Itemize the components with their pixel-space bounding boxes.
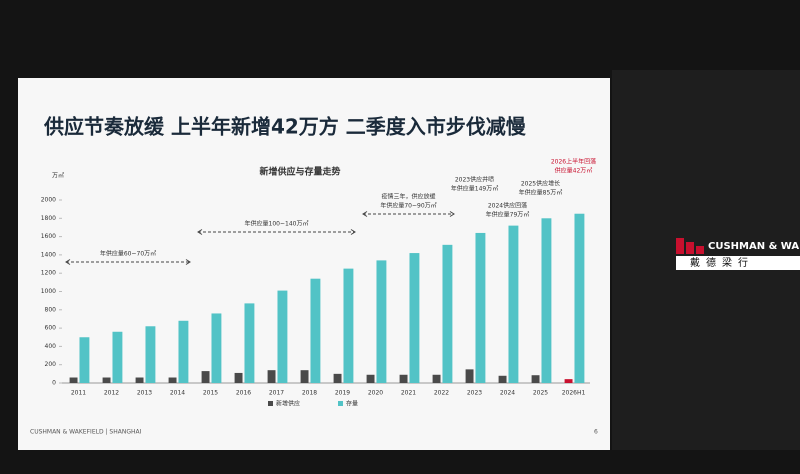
bar — [244, 303, 255, 383]
legend-label: 存量 — [346, 400, 358, 408]
bar — [69, 377, 78, 383]
y-tick-label: 1200 — [41, 270, 56, 277]
bar — [145, 326, 156, 383]
x-tick-label: 2018 — [302, 390, 317, 397]
bar — [409, 253, 420, 383]
logo-mark — [676, 238, 684, 254]
bar — [564, 379, 573, 383]
bar — [531, 375, 540, 383]
annotation-arrow — [449, 211, 455, 217]
annotation: 疫情三年，供应放缓 — [381, 193, 435, 201]
chart-title: 新增供应与存量走势 — [259, 166, 340, 178]
logo-mark — [696, 246, 704, 254]
bar — [267, 370, 276, 383]
x-tick-label: 2017 — [269, 390, 284, 397]
logo-name-cn: 戴德梁行 — [690, 256, 754, 269]
bar — [376, 260, 387, 383]
x-tick-label: 2016 — [236, 390, 251, 397]
annotation: 年供应量60~70万㎡ — [100, 250, 156, 258]
annotation: 供应量42万㎡ — [555, 167, 593, 175]
annotation-arrow — [197, 229, 203, 235]
logo-name: CUSHMAN & WAKEFIELD — [708, 241, 800, 252]
annotation-arrow — [350, 229, 356, 235]
y-tick-label: 600 — [45, 325, 57, 332]
annotation: 年供应量85万㎡ — [519, 189, 563, 197]
annotation: 2026上半年回落 — [551, 158, 596, 166]
bar — [508, 225, 519, 383]
legend-label: 新增供应 — [276, 400, 300, 408]
bar — [234, 372, 243, 383]
y-tick-label: 1000 — [41, 288, 56, 295]
x-tick-label: 2019 — [335, 390, 350, 397]
annotation: 年供应量100~140万㎡ — [245, 220, 309, 228]
bar — [475, 232, 486, 383]
y-tick-label: 200 — [45, 361, 57, 368]
page-number: 6 — [594, 429, 598, 436]
bar — [211, 313, 222, 383]
x-tick-label: 2015 — [203, 390, 218, 397]
x-tick-label: 2011 — [71, 390, 86, 397]
annotation-arrow — [65, 259, 71, 265]
y-tick-label: 0 — [52, 380, 56, 387]
bar — [310, 278, 321, 383]
y-tick-label: 1800 — [41, 215, 56, 222]
annotation: 2023供应井喷 — [455, 176, 494, 184]
bar — [366, 374, 375, 383]
x-tick-label: 2025 — [533, 390, 548, 397]
legend-swatch — [268, 401, 273, 406]
bar — [541, 218, 552, 383]
annotation: 2025供应增长 — [521, 180, 560, 188]
annotation-arrow — [362, 211, 368, 217]
bar — [79, 337, 90, 383]
y-tick-label: 1600 — [41, 233, 56, 240]
bar — [178, 320, 189, 383]
bar — [102, 377, 111, 383]
slide-footer: CUSHMAN & WAKEFIELD | SHANGHAI — [30, 429, 142, 436]
bar — [333, 373, 342, 383]
bar — [574, 213, 585, 383]
annotation-arrow — [185, 259, 191, 265]
bar — [399, 374, 408, 383]
logo: CUSHMAN & WAKEFIELD 戴德梁行 — [676, 238, 800, 270]
x-tick-label: 2021 — [401, 390, 416, 397]
bar — [465, 369, 474, 383]
annotation: 2024供应回落 — [488, 202, 527, 210]
logo-mark — [686, 242, 694, 254]
bar — [112, 331, 123, 383]
y-tick-label: 800 — [45, 306, 57, 313]
annotation: 年供应量149万㎡ — [451, 185, 498, 193]
bar — [168, 377, 177, 383]
bar — [432, 374, 441, 383]
bar — [498, 375, 507, 383]
annotation: 年供应量79万㎡ — [486, 211, 530, 219]
x-tick-label: 2022 — [434, 390, 449, 397]
x-tick-label: 2020 — [368, 390, 383, 397]
annotation: 年供应量70~90万㎡ — [380, 202, 436, 210]
x-tick-label: 2026H1 — [562, 390, 586, 397]
bar — [343, 268, 354, 383]
y-tick-label: 1400 — [41, 251, 56, 258]
slide-title: 供应节奏放缓 上半年新增42万方 二季度入市步伐减慢 — [43, 115, 527, 139]
y-tick-label: 400 — [45, 343, 57, 350]
bar — [300, 370, 309, 383]
y-tick-label: 2000 — [41, 197, 56, 204]
logo-band — [676, 256, 800, 270]
bar — [277, 290, 288, 383]
x-tick-label: 2023 — [467, 390, 482, 397]
legend-swatch — [338, 401, 343, 406]
y-unit: 万㎡ — [52, 172, 64, 180]
x-tick-label: 2013 — [137, 390, 152, 397]
x-tick-label: 2024 — [500, 390, 515, 397]
x-tick-label: 2012 — [104, 390, 119, 397]
bar — [135, 377, 144, 383]
bar — [442, 244, 453, 383]
bar — [201, 371, 210, 383]
x-tick-label: 2014 — [170, 390, 185, 397]
